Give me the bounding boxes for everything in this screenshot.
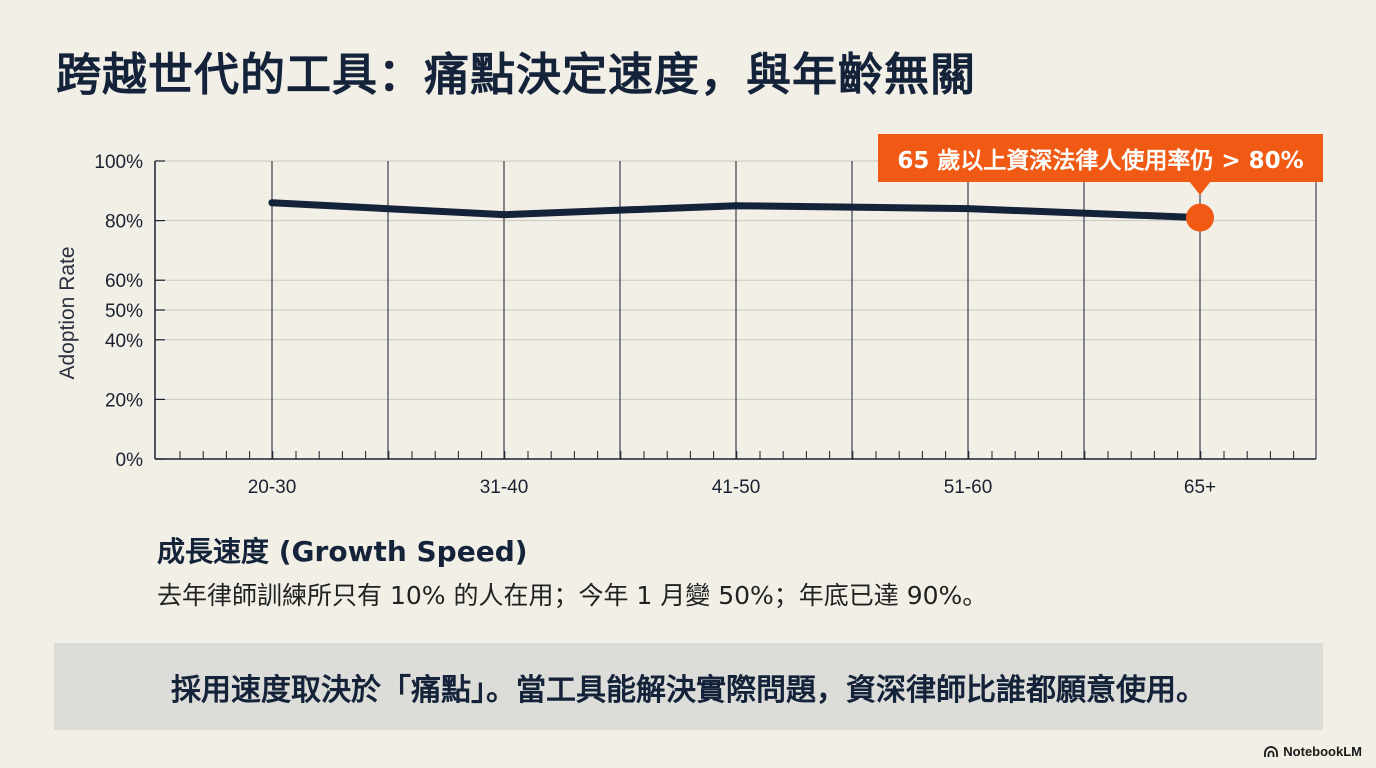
growth-text: 去年律師訓練所只有 10% 的人在用；今年 1 月變 50%；年底已達 90%。 [157,581,988,610]
callout-pointer [1189,181,1211,195]
y-tick-label: 20% [105,390,143,411]
data-point [732,202,740,210]
highlight-callout: 65 歲以上資深法律人使用率仍 > 80% [878,134,1323,182]
x-tick-label: 20-30 [248,477,297,498]
y-tick-label: 0% [116,450,144,471]
y-tick-label: 80% [105,212,143,233]
y-tick-label: 60% [105,271,143,292]
data-point [964,205,972,213]
adoption-rate-chart: 100% 80% 60% 50% 40% 20% 0% Adoption Rate 20-30 3… [56,152,1317,498]
conclusion-text: 採用速度取決於「痛點」。當工具能解決實際問題，資深律師比誰都願意使用。 [171,672,1206,708]
x-tick-label: 65+ [1184,477,1216,498]
y-tick-label: 50% [105,301,143,322]
y-axis-label: Adoption Rate [56,246,79,379]
y-tick-label: 40% [105,331,143,352]
x-tick-label: 31-40 [480,477,529,498]
x-tick-label: 51-60 [944,477,993,498]
x-tick-label: 41-50 [712,477,761,498]
notebooklm-icon [1264,745,1279,757]
brand-name: NotebookLM [1283,744,1362,759]
y-tick-label: 100% [94,152,143,173]
highlight-point [1186,203,1214,232]
page-title: 跨越世代的工具：痛點決定速度，與年齡無關 [56,48,977,101]
brand-logo: NotebookLM [1264,744,1362,759]
conclusion-banner: 採用速度取決於「痛點」。當工具能解決實際問題，資深律師比誰都願意使用。 [54,643,1323,730]
data-point [500,211,508,219]
data-point [268,199,276,207]
growth-heading: 成長速度 (Growth Speed) [157,535,528,568]
